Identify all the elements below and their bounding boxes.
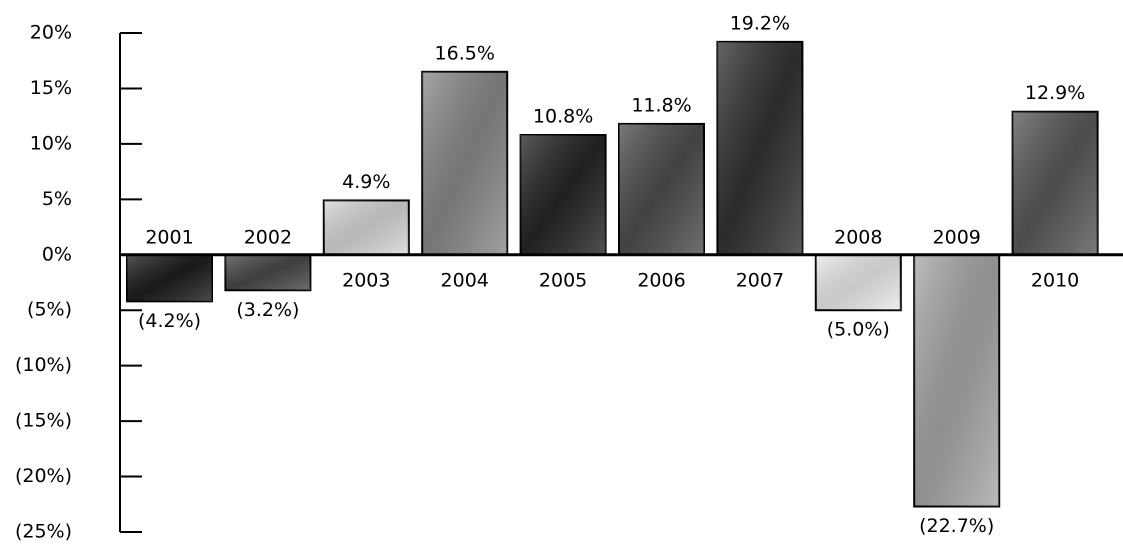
bar-texture bbox=[127, 254, 212, 302]
bar-texture bbox=[717, 41, 803, 255]
y-tick-label: (20%) bbox=[15, 465, 72, 487]
bar-texture bbox=[520, 135, 606, 255]
bar-texture bbox=[619, 123, 704, 255]
y-tick-label: (15%) bbox=[15, 410, 72, 432]
data-label: 12.9% bbox=[1025, 82, 1085, 104]
x-tick-label: 2007 bbox=[736, 269, 784, 291]
data-label: (3.2%) bbox=[236, 299, 299, 321]
x-tick-label: 2002 bbox=[244, 226, 292, 248]
bar-texture bbox=[422, 71, 508, 255]
x-tick-label: 2006 bbox=[637, 269, 685, 291]
y-tick-label: 15% bbox=[30, 77, 72, 99]
data-label: 4.9% bbox=[342, 171, 390, 193]
x-tick-label: 2003 bbox=[342, 269, 390, 291]
x-tick-label: 2008 bbox=[834, 226, 882, 248]
y-tick-label: (10%) bbox=[15, 354, 72, 376]
data-label: 16.5% bbox=[435, 42, 495, 64]
y-tick-label: 5% bbox=[42, 188, 72, 210]
x-tick-label: 2005 bbox=[539, 269, 587, 291]
data-label: (22.7%) bbox=[919, 515, 994, 537]
y-tick-label: 20% bbox=[30, 22, 72, 44]
x-tick-label: 2010 bbox=[1031, 269, 1079, 291]
data-label: 11.8% bbox=[631, 94, 691, 116]
data-label: (4.2%) bbox=[138, 310, 201, 332]
y-tick-label: (25%) bbox=[15, 521, 72, 543]
x-tick-label: 2004 bbox=[441, 269, 489, 291]
y-tick-label: 0% bbox=[42, 243, 72, 265]
x-tick-label: 2001 bbox=[145, 226, 193, 248]
bar-texture bbox=[914, 254, 1000, 507]
x-tick-label: 2009 bbox=[933, 226, 981, 248]
data-label: (5.0%) bbox=[827, 319, 890, 341]
bar-texture bbox=[1012, 111, 1098, 255]
data-label: 10.8% bbox=[533, 106, 593, 128]
bar-texture bbox=[815, 254, 901, 311]
bar-texture bbox=[323, 200, 409, 255]
y-tick-label: (5%) bbox=[27, 299, 72, 321]
data-label: 19.2% bbox=[730, 12, 790, 34]
bar-texture bbox=[225, 254, 311, 291]
y-tick-label: 10% bbox=[30, 132, 72, 154]
